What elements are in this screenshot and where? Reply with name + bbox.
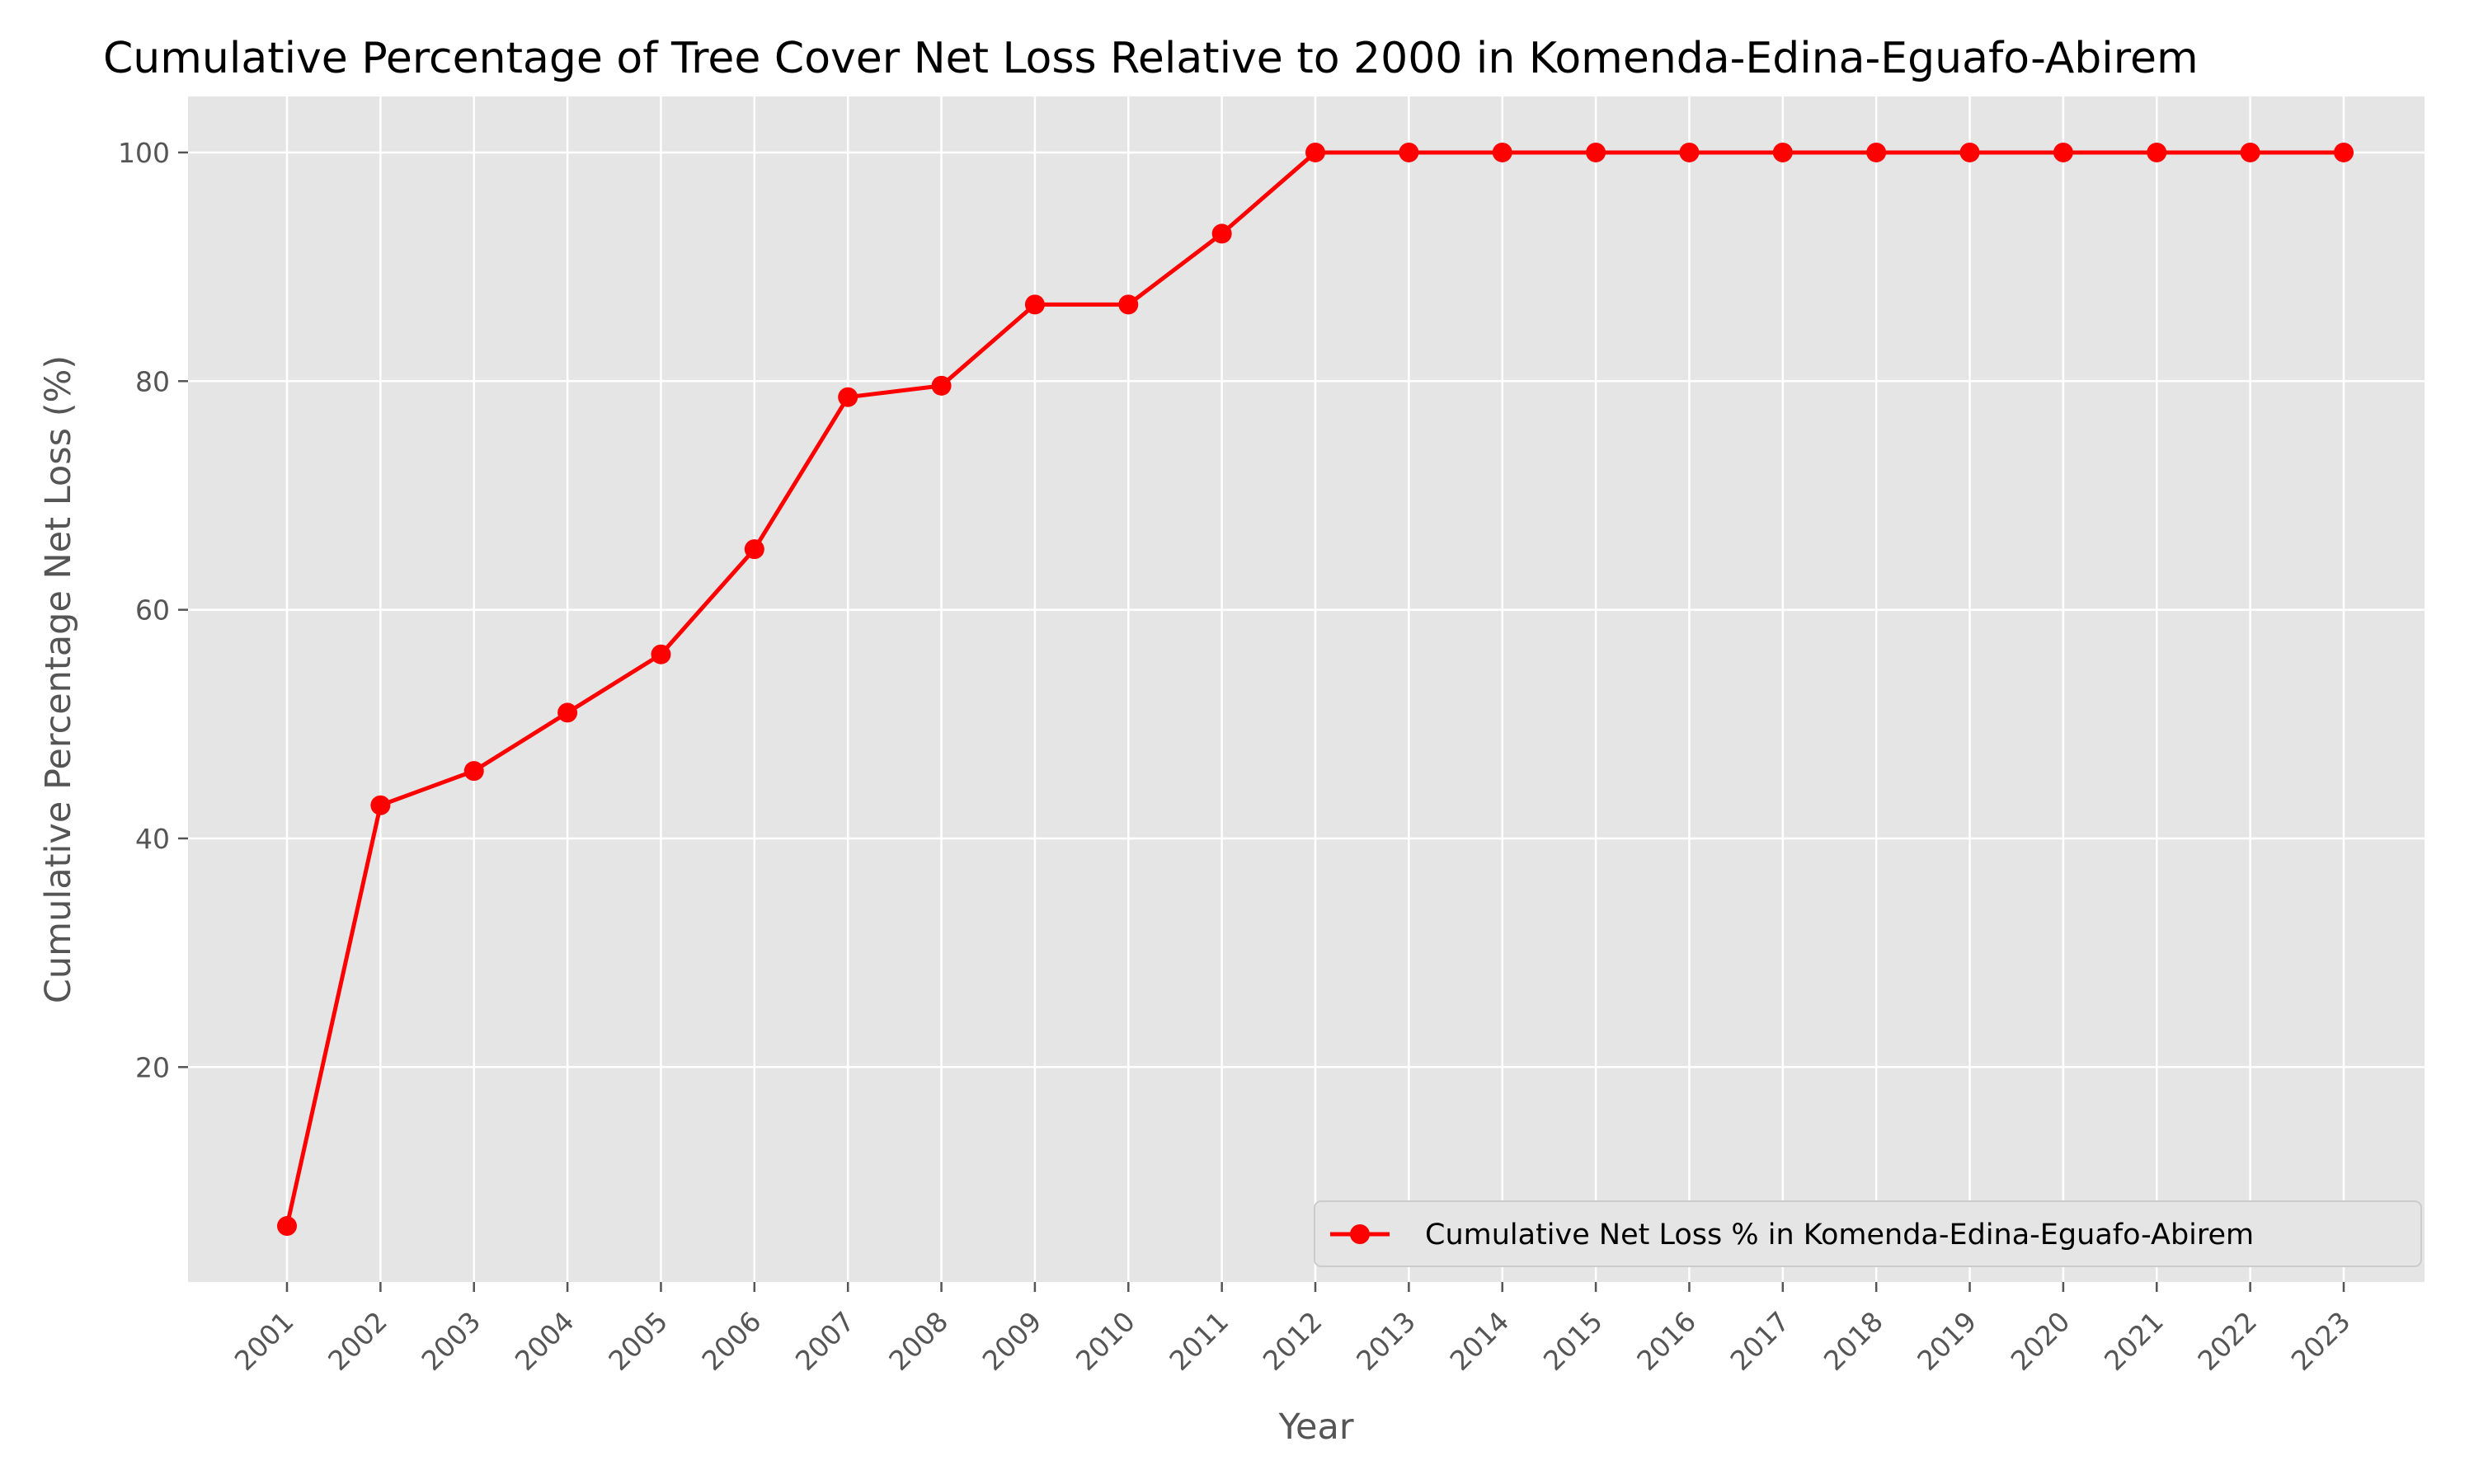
x-tick-label: 2002	[322, 1305, 393, 1377]
data-point	[2147, 142, 2167, 162]
data-point	[2334, 142, 2354, 162]
legend: Cumulative Net Loss % in Komenda-Edina-E…	[1314, 1200, 2422, 1267]
data-point	[931, 375, 952, 396]
x-tick-label: 2008	[882, 1305, 954, 1377]
chart-title: Cumulative Percentage of Tree Cover Net …	[103, 34, 2199, 83]
data-point	[1399, 142, 1419, 162]
legend-box	[1314, 1200, 2422, 1267]
y-ticks: 20 40 60 80 100	[118, 137, 188, 1083]
data-point	[838, 387, 858, 407]
x-tick-label: 2007	[789, 1305, 861, 1377]
x-tick-label: 2003	[415, 1305, 487, 1377]
x-tick-label: 2021	[2098, 1305, 2170, 1377]
data-point	[1118, 294, 1139, 315]
y-tick-label: 100	[118, 137, 170, 169]
y-tick-label: 80	[135, 365, 170, 397]
data-point	[1866, 142, 1887, 162]
x-tick-label: 2014	[1443, 1305, 1515, 1377]
plot-background	[188, 96, 2425, 1282]
data-point	[1586, 142, 1606, 162]
x-axis-label: Year	[1277, 1407, 1353, 1448]
x-tick-label: 2018	[1818, 1305, 1889, 1377]
data-point	[651, 644, 671, 665]
data-point	[1305, 142, 1325, 162]
data-point	[1211, 223, 1232, 244]
x-tick-label: 2013	[1350, 1305, 1422, 1377]
data-point	[277, 1216, 297, 1237]
data-point	[1024, 294, 1045, 315]
series-group	[277, 142, 2354, 1237]
data-point	[2240, 142, 2260, 162]
data-point	[1679, 142, 1700, 162]
data-point	[557, 702, 578, 723]
grid	[188, 96, 2425, 1282]
x-tick-label: 2010	[1070, 1305, 1141, 1377]
legend-entry-label: Cumulative Net Loss % in Komenda-Edina-E…	[1425, 1219, 2254, 1252]
x-tick-label: 2019	[1911, 1305, 1982, 1377]
y-tick-label: 60	[135, 594, 170, 627]
x-tick-label: 2001	[228, 1305, 300, 1377]
x-tick-label: 2020	[2005, 1305, 2077, 1377]
data-point	[463, 761, 484, 782]
x-ticks: 2001 2002 2003 2004 2005 2006 2007 2008 2009 2010…	[228, 1282, 2357, 1377]
data-point	[2053, 142, 2073, 162]
x-tick-label: 2011	[1163, 1305, 1235, 1377]
x-tick-label: 2004	[509, 1305, 581, 1377]
x-tick-label: 2012	[1257, 1305, 1329, 1377]
data-point	[1959, 142, 1980, 162]
x-tick-label: 2005	[602, 1305, 674, 1377]
y-axis-label: Cumulative Percentage Net Loss (%)	[38, 355, 79, 1003]
x-tick-label: 2009	[976, 1305, 1048, 1377]
y-tick-label: 40	[135, 823, 170, 855]
data-point	[744, 539, 764, 560]
x-tick-label: 2016	[1630, 1305, 1702, 1377]
data-point	[1492, 142, 1512, 162]
data-point	[370, 795, 391, 815]
x-tick-label: 2017	[1724, 1305, 1796, 1377]
data-point	[1772, 142, 1793, 162]
y-tick-label: 20	[135, 1051, 170, 1083]
x-tick-label: 2006	[696, 1305, 768, 1377]
x-tick-label: 2015	[1537, 1305, 1609, 1377]
x-tick-label: 2022	[2191, 1305, 2263, 1377]
legend-marker	[1350, 1224, 1370, 1244]
x-tick-label: 2023	[2285, 1305, 2357, 1377]
